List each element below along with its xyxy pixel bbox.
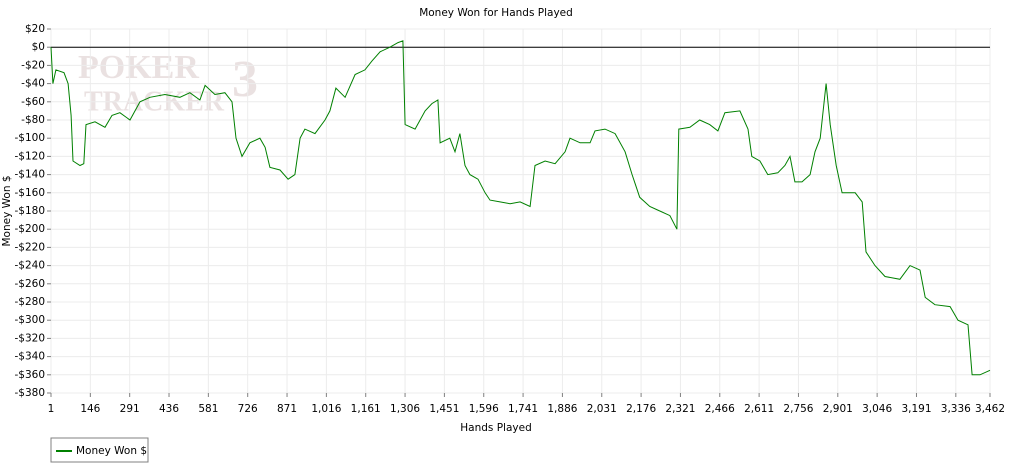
grid — [50, 28, 991, 394]
y-tick-label: -$360 — [14, 369, 45, 381]
legend-label: Money Won $ — [76, 445, 147, 457]
y-tick-label: -$100 — [14, 132, 45, 144]
x-tick-label: 3,462 — [975, 403, 1005, 415]
legend: Money Won $ — [50, 437, 149, 463]
x-tick-label: 2,901 — [823, 403, 853, 415]
y-tick-label: -$240 — [14, 260, 45, 272]
x-tick-label: 2,611 — [744, 403, 774, 415]
y-tick-label: $20 — [25, 23, 45, 35]
chart-title: Money Won for Hands Played — [419, 7, 573, 19]
x-tick-label: 2,031 — [587, 403, 617, 415]
x-tick-label: 291 — [120, 403, 140, 415]
legend-box — [50, 437, 149, 463]
x-tick-label: 871 — [277, 403, 297, 415]
y-tick-label: -$320 — [14, 332, 45, 344]
y-tick-label: -$220 — [14, 241, 45, 253]
x-tick-label: 3,336 — [941, 403, 971, 415]
watermark-text: POKER — [78, 49, 199, 86]
x-tick-label: 1,741 — [508, 403, 538, 415]
y-tick-label: -$280 — [14, 296, 45, 308]
x-tick-label: 146 — [80, 403, 100, 415]
y-tick-label: -$200 — [14, 223, 45, 235]
x-tick-label: 1,451 — [429, 403, 459, 415]
y-tick-label: -$300 — [14, 314, 45, 326]
x-axis-title: Hands Played — [460, 422, 531, 434]
x-tick-label: 2,176 — [626, 403, 656, 415]
x-tick-label: 2,756 — [783, 403, 813, 415]
y-tick-label: -$80 — [21, 114, 45, 126]
x-tick-label: 3,046 — [862, 403, 892, 415]
x-tick-label: 436 — [159, 403, 179, 415]
y-tick-label: -$160 — [14, 187, 45, 199]
y-axis-title: Money Won $ — [1, 175, 13, 246]
y-tick-label: -$120 — [14, 150, 45, 162]
y-tick-label: -$140 — [14, 169, 45, 181]
x-tick-label: 1,596 — [469, 403, 499, 415]
x-tick-label: 581 — [198, 403, 218, 415]
x-tick-label: 1 — [48, 403, 55, 415]
y-tick-label: -$60 — [21, 96, 45, 108]
x-tick-label: 1,306 — [390, 403, 420, 415]
watermark: POKER 3 TRACKER — [78, 49, 258, 118]
y-tick-label: -$40 — [21, 78, 45, 90]
x-tick-label: 2,466 — [705, 403, 735, 415]
x-tick-label: 3,191 — [901, 403, 931, 415]
y-tick-label: -$380 — [14, 387, 45, 399]
y-tick-label: $0 — [32, 41, 45, 53]
x-tick-label: 1,886 — [547, 403, 577, 415]
x-tick-label: 1,161 — [351, 403, 381, 415]
y-tick-label: -$180 — [14, 205, 45, 217]
data-line — [50, 40, 991, 376]
x-tick-label: 2,321 — [665, 403, 695, 415]
y-tick-label: -$260 — [14, 278, 45, 290]
watermark-text: 3 — [232, 51, 258, 108]
x-tick-label: 726 — [238, 403, 258, 415]
y-tick-label: -$20 — [21, 59, 45, 71]
y-tick-label: -$340 — [14, 351, 45, 363]
x-tick-label: 1,016 — [311, 403, 341, 415]
